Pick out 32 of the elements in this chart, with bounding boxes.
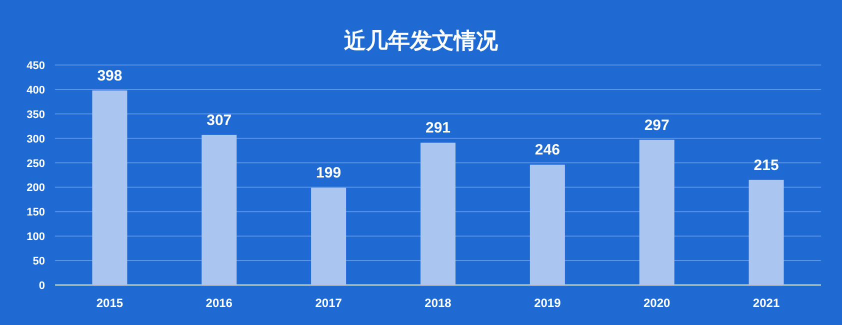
bar xyxy=(311,188,346,285)
y-tick-label: 450 xyxy=(26,60,45,72)
bar xyxy=(748,180,784,285)
data-label: 199 xyxy=(316,164,342,182)
y-tick-label: 50 xyxy=(32,256,45,268)
bar xyxy=(202,134,237,285)
x-tick-label: 2019 xyxy=(534,296,562,310)
bar xyxy=(92,90,128,285)
x-tick-label: 2015 xyxy=(96,296,124,310)
data-label: 246 xyxy=(534,142,560,159)
y-tick-label: 150 xyxy=(26,206,45,219)
y-tick-label: 200 xyxy=(26,182,45,194)
data-label: 291 xyxy=(425,120,451,137)
data-label: 398 xyxy=(97,67,122,84)
y-tick-label: 400 xyxy=(26,84,45,96)
y-tick-label: 0 xyxy=(38,280,45,292)
bar xyxy=(639,140,674,285)
x-tick-label: 2016 xyxy=(206,296,233,310)
bar xyxy=(420,142,456,285)
y-tick-label: 250 xyxy=(26,158,45,170)
x-tick-label: 2017 xyxy=(315,296,342,310)
x-tick-label: 2021 xyxy=(752,296,780,310)
data-label: 297 xyxy=(644,116,670,134)
y-tick-label: 350 xyxy=(26,108,45,121)
x-tick-label: 2020 xyxy=(644,296,671,310)
x-tick-label: 2018 xyxy=(424,296,452,310)
bar xyxy=(530,164,565,285)
y-tick-label: 300 xyxy=(26,133,45,146)
data-label: 307 xyxy=(206,112,232,129)
data-label: 215 xyxy=(754,156,779,174)
chart-title: 近几年发文情况 xyxy=(343,28,499,53)
y-tick-label: 100 xyxy=(26,231,45,244)
